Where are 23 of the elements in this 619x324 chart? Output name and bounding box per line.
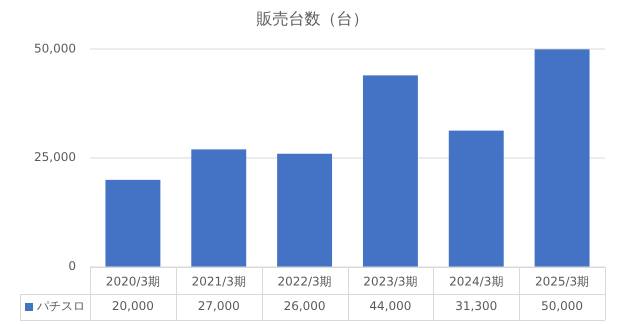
legend-label: パチスロ bbox=[36, 299, 85, 314]
x-tick-label: 2025/3期 bbox=[534, 274, 590, 288]
data-label: 31,300 bbox=[455, 299, 498, 314]
x-tick-label: 2020/3期 bbox=[106, 274, 160, 288]
chart-title: 販売台数（台） bbox=[256, 8, 368, 28]
x-tick-label: 2023/3期 bbox=[363, 274, 418, 288]
bar bbox=[448, 130, 504, 266]
x-tick-label: 2024/3期 bbox=[449, 274, 504, 288]
y-tick-label: 50,000 bbox=[34, 41, 76, 56]
data-label: 26,000 bbox=[284, 299, 326, 314]
bar bbox=[277, 154, 332, 266]
data-label: 27,000 bbox=[198, 299, 240, 314]
y-tick-label: 25,000 bbox=[34, 150, 76, 164]
bar bbox=[534, 49, 590, 266]
x-tick-label: 2022/3期 bbox=[277, 274, 332, 288]
bar bbox=[362, 75, 418, 266]
data-label: 44,000 bbox=[369, 299, 412, 314]
y-tick-label: 0 bbox=[68, 259, 76, 274]
bar bbox=[191, 149, 246, 266]
x-tick-label: 2021/3期 bbox=[192, 274, 246, 288]
bar bbox=[105, 180, 160, 266]
data-label: 50,000 bbox=[541, 299, 584, 314]
data-label: 20,000 bbox=[112, 299, 154, 314]
